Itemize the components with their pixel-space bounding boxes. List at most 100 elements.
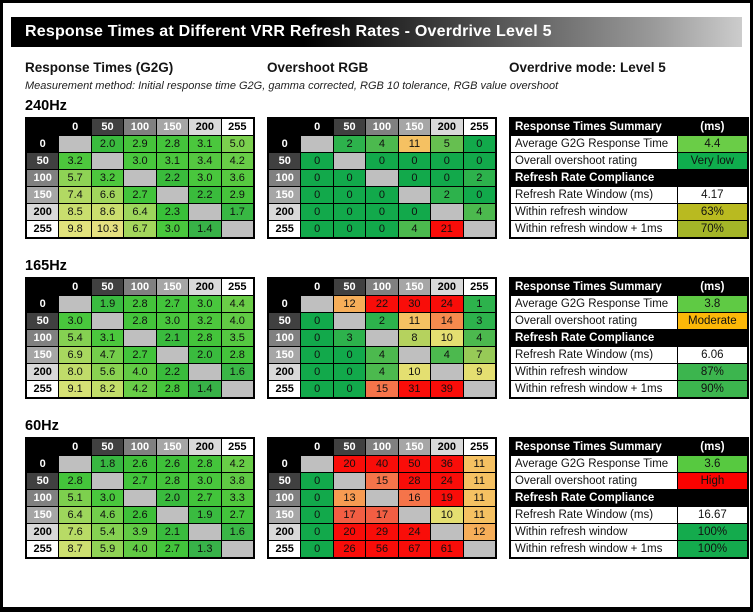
overshoot-table-240hz: 0 50 100 150 200 255 0 2 4 11 5 0 50 0 0 0 0 0 100 0 0 0 0 2 150… — [267, 117, 497, 239]
heatmap-cell: 4 — [365, 346, 399, 364]
heatmap-cell: 1.6 — [220, 523, 255, 541]
blank-cell — [332, 152, 367, 170]
heatmap-cell: 2.7 — [123, 346, 157, 364]
heatmap-cell: 20 — [332, 523, 367, 541]
heatmap-cell: 3.6 — [220, 169, 255, 187]
section-row-240hz: 0 50 100 150 200 255 0 2.0 2.9 2.8 3.1 5.0 50 3.2 3.0 3… — [3, 117, 750, 239]
row-header-200: 200 — [267, 523, 302, 541]
heatmap-cell: 3.1 — [188, 135, 222, 153]
summary-table-60hz: Response Times Summary (ms) Average G2G Re… — [509, 437, 749, 559]
method-note: Measurement method: Initial response tim… — [25, 80, 559, 92]
heatmap-cell: 0 — [365, 152, 399, 170]
heatmap-cell: 2.7 — [155, 295, 190, 313]
blank-cell — [430, 363, 464, 381]
heatmap-cell: 7.6 — [58, 523, 92, 541]
overshoot-rating-label: Overall overshoot rating — [509, 312, 678, 330]
blank-cell — [220, 220, 255, 239]
row-header-50: 50 — [25, 152, 60, 170]
heatmap-cell: 22 — [365, 295, 399, 313]
corner-cell — [25, 117, 60, 136]
g2g-table-240hz: 0 50 100 150 200 255 0 2.0 2.9 2.8 3.1 5.0 50 3.2 3.0 3… — [25, 117, 255, 239]
col-header-50: 50 — [90, 277, 125, 296]
heatmap-cell: 9.8 — [58, 220, 92, 239]
blank-cell — [300, 455, 334, 473]
col-header-100: 100 — [123, 277, 157, 296]
blank-cell — [188, 203, 222, 221]
row-header-0: 0 — [25, 295, 60, 313]
blank-cell — [365, 489, 399, 507]
col-header-255: 255 — [462, 117, 497, 136]
heatmap-cell: 4 — [365, 363, 399, 381]
heatmap-cell: 2.2 — [155, 169, 190, 187]
heatmap-cell: 2.8 — [155, 472, 190, 490]
section-label-60hz: 60Hz — [25, 418, 59, 434]
avg-g2g-label: Average G2G Response Time — [509, 135, 678, 153]
heatmap-cell: 1.4 — [188, 380, 222, 399]
heatmap-cell: 61 — [430, 540, 464, 559]
col-header-255: 255 — [220, 117, 255, 136]
heatmap-cell: 3 — [462, 312, 497, 330]
row-header-50: 50 — [25, 472, 60, 490]
heatmap-cell: 2.7 — [123, 186, 157, 204]
heatmap-cell: 2.0 — [90, 135, 125, 153]
blank-cell — [58, 295, 92, 313]
heatmap-cell: 31 — [397, 380, 432, 399]
within-window-1ms-value: 90% — [676, 380, 749, 399]
blank-cell — [90, 312, 125, 330]
heatmap-cell: 67 — [397, 540, 432, 559]
blank-cell — [188, 363, 222, 381]
col-header-150: 150 — [397, 437, 432, 456]
heatmap-cell: 7 — [462, 346, 497, 364]
overshoot-rating-value: Very low — [676, 152, 749, 170]
heatmap-cell: 9 — [462, 363, 497, 381]
refresh-window-value: 16.67 — [676, 506, 749, 524]
heatmap-cell: 0 — [300, 169, 334, 187]
heatmap-cell: 2.2 — [188, 186, 222, 204]
blank-cell — [300, 135, 334, 153]
blank-cell — [430, 203, 464, 221]
heatmap-cell: 2 — [430, 186, 464, 204]
row-header-200: 200 — [25, 363, 60, 381]
blank-cell — [332, 472, 367, 490]
heatmap-cell: 1.3 — [188, 540, 222, 559]
row-header-0: 0 — [25, 135, 60, 153]
row-header-150: 150 — [267, 186, 302, 204]
col-header-150: 150 — [155, 437, 190, 456]
heatmap-cell: 5.1 — [58, 489, 92, 507]
heatmap-cell: 36 — [430, 455, 464, 473]
heatmap-cell: 3.0 — [188, 472, 222, 490]
heatmap-cell: 29 — [365, 523, 399, 541]
heatmap-cell: 12 — [332, 295, 367, 313]
row-header-50: 50 — [267, 472, 302, 490]
heatmap-cell: 10 — [430, 506, 464, 524]
heatmap-cell: 4.0 — [123, 540, 157, 559]
heatmap-cell: 2.8 — [188, 329, 222, 347]
heatmap-cell: 2.8 — [220, 346, 255, 364]
corner-cell — [25, 437, 60, 456]
row-header-200: 200 — [267, 203, 302, 221]
col-header-100: 100 — [123, 437, 157, 456]
col-header-0: 0 — [300, 277, 334, 296]
heatmap-cell: 4 — [397, 220, 432, 239]
heatmap-cell: 24 — [430, 472, 464, 490]
summary-unit: (ms) — [676, 117, 749, 136]
heatmap-cell: 2 — [365, 312, 399, 330]
blank-cell — [220, 540, 255, 559]
title-bar: Response Times at Different VRR Refresh … — [11, 17, 742, 47]
heatmap-cell: 16 — [397, 489, 432, 507]
heatmap-cell: 3.0 — [188, 295, 222, 313]
heatmap-cell: 6.7 — [123, 220, 157, 239]
blank-cell — [397, 346, 432, 364]
blank-cell — [365, 329, 399, 347]
heatmap-cell: 0 — [397, 203, 432, 221]
heatmap-cell: 5.0 — [220, 135, 255, 153]
blank-cell — [332, 312, 367, 330]
within-window-1ms-value: 70% — [676, 220, 749, 239]
heatmap-cell: 5.4 — [58, 329, 92, 347]
heatmap-cell: 11 — [462, 472, 497, 490]
row-header-100: 100 — [267, 169, 302, 187]
summary-unit: (ms) — [676, 277, 749, 296]
heatmap-cell: 0 — [300, 329, 334, 347]
heatmap-cell: 0 — [462, 152, 497, 170]
blank-cell — [300, 295, 334, 313]
